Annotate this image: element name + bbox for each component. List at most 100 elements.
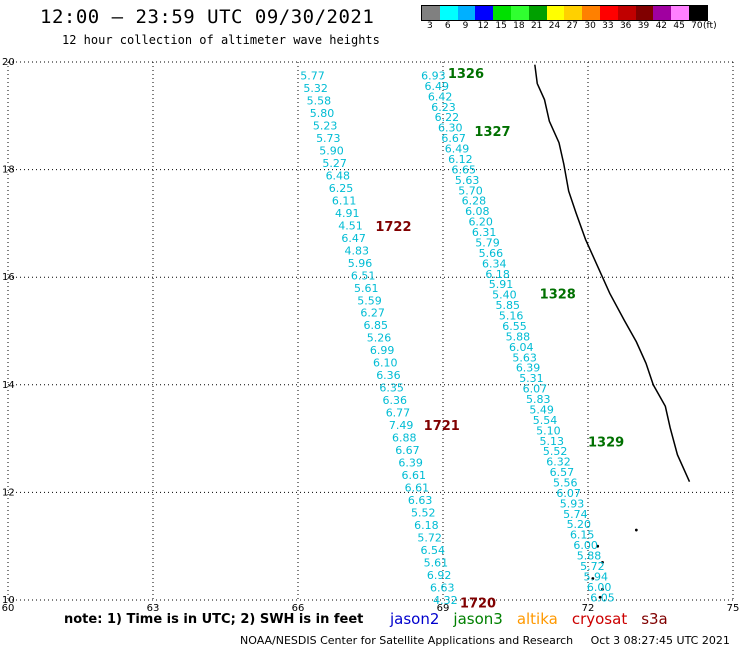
satellite-altika: altika xyxy=(516,610,558,628)
satellite-s3a: s3a xyxy=(641,610,668,628)
wave-height-value: 6.85 xyxy=(364,319,389,332)
wave-height-value: 6.32 xyxy=(546,456,571,469)
island-marker xyxy=(601,587,604,591)
wave-height-value: 6.12 xyxy=(448,153,473,166)
wave-height-value: 6.04 xyxy=(509,341,534,354)
wave-height-value: 6.63 xyxy=(430,582,455,595)
wave-height-value: 5.40 xyxy=(492,289,517,302)
scale-swatch xyxy=(493,6,511,20)
wave-height-value: 6.35 xyxy=(379,382,404,395)
wave-height-value: 6.07 xyxy=(556,487,581,500)
wave-height-value: 7.49 xyxy=(389,419,414,432)
wave-height-value: 6.31 xyxy=(472,226,497,239)
wave-height-value: 5.58 xyxy=(307,94,332,107)
wave-height-value: 5.77 xyxy=(300,69,325,82)
wave-height-value: 5.56 xyxy=(553,477,578,490)
satellite-jason3: jason3 xyxy=(453,610,503,628)
scale-label: 33 xyxy=(602,21,614,31)
wave-height-value: 5.72 xyxy=(417,532,442,545)
y-tick-label: 18 xyxy=(2,165,15,176)
wave-height-value: 5.63 xyxy=(512,351,537,364)
scale-label: 21 xyxy=(530,21,543,31)
wave-height-value: 6.99 xyxy=(370,344,395,357)
scale-label: 70 xyxy=(691,21,703,31)
scale-label: 24 xyxy=(548,21,561,31)
wave-height-value: 6.77 xyxy=(386,407,411,420)
footer-credit: NOAA/NESDIS Center for Satellite Applica… xyxy=(240,634,574,647)
x-tick-label: 69 xyxy=(437,603,450,614)
wave-height-value: 6.25 xyxy=(329,182,354,195)
wave-height-value: 6.49 xyxy=(445,143,470,156)
wave-height-value: 5.96 xyxy=(348,257,373,270)
wave-height-value: 6.08 xyxy=(465,205,490,218)
wave-height-value: 6.10 xyxy=(373,357,398,370)
scale-swatch xyxy=(528,6,547,20)
wave-height-value: 6.34 xyxy=(482,257,507,270)
scale-label: 12 xyxy=(477,21,490,31)
pass-time-label: 1721 xyxy=(424,419,460,434)
y-tick-label: 14 xyxy=(2,380,15,391)
wave-height-value: 6.49 xyxy=(424,80,449,93)
wave-height-value: 6.00 xyxy=(573,539,598,552)
footer-timestamp: Oct 3 08:27:45 UTC 2021 xyxy=(590,634,730,647)
wave-height-value: 6.93 xyxy=(421,69,446,82)
scale-swatch xyxy=(510,6,529,20)
scale-label: 27 xyxy=(566,21,579,31)
wave-height-value: 6.36 xyxy=(376,369,401,382)
wave-height-value: 4.51 xyxy=(338,219,363,232)
coastline xyxy=(534,64,691,482)
pass-time-label: 1329 xyxy=(588,435,624,450)
scale-swatch xyxy=(671,6,689,20)
scale-label: 6 xyxy=(444,21,451,31)
wave-height-value: 5.52 xyxy=(411,507,436,520)
wave-height-value: 6.48 xyxy=(326,169,351,182)
y-tick-label: 16 xyxy=(2,272,15,283)
wave-height-value: 5.31 xyxy=(519,372,544,385)
wave-height-value: 6.65 xyxy=(452,163,477,176)
wave-height-value: 6.15 xyxy=(570,529,595,542)
wave-height-value: 5.91 xyxy=(489,278,514,291)
wave-height-value: 6.11 xyxy=(332,194,357,207)
scale-swatch xyxy=(653,6,672,20)
wave-height-value: 6.28 xyxy=(462,195,487,208)
wave-height-value: 6.55 xyxy=(502,320,527,333)
wave-height-value: 6.67 xyxy=(441,132,466,145)
island-marker xyxy=(591,577,595,580)
wave-height-value: 5.59 xyxy=(357,294,382,307)
wave-height-value: 5.88 xyxy=(577,550,602,563)
wave-height-value: 5.80 xyxy=(310,107,335,120)
wave-height-value: 5.85 xyxy=(496,299,521,312)
satellite-cryosat: cryosat xyxy=(571,610,628,628)
wave-height-value: 5.49 xyxy=(529,403,554,416)
pass-time-label: 1720 xyxy=(460,597,496,612)
scale-label: 39 xyxy=(637,21,650,31)
wave-height-value: 6.30 xyxy=(438,122,463,135)
wave-height-value: 6.88 xyxy=(392,432,417,445)
scale-label: 42 xyxy=(655,21,668,31)
wave-height-value: 5.26 xyxy=(367,332,392,345)
scale-label: 9 xyxy=(462,21,469,31)
scale-swatch xyxy=(457,6,476,20)
wave-height-value: 5.13 xyxy=(540,435,565,448)
wave-height-value: 5.72 xyxy=(580,560,605,573)
pass-time-label: 1327 xyxy=(474,125,510,140)
scale-swatch xyxy=(688,6,707,20)
color-scale-bar xyxy=(421,5,708,21)
scale-label: (ft) xyxy=(703,21,717,31)
note-text: note: 1) Time is in UTC; 2) SWH is in fe… xyxy=(64,612,364,627)
scale-label: 45 xyxy=(673,21,685,31)
scale-label: 3 xyxy=(427,21,433,31)
wave-height-value: 6.42 xyxy=(428,90,453,103)
scale-swatch xyxy=(635,6,654,20)
wave-height-value: 5.90 xyxy=(319,144,344,157)
wave-height-value: 5.16 xyxy=(499,310,524,323)
pass-time-label: 1722 xyxy=(375,220,411,235)
satellite-legend: jason2 jason3 altika cryosat s3a xyxy=(390,610,682,628)
scale-label: 30 xyxy=(584,21,596,31)
satellite-jason2: jason2 xyxy=(390,610,440,628)
scale-label: 15 xyxy=(495,21,507,31)
wave-height-value: 6.18 xyxy=(485,268,510,281)
island-marker xyxy=(596,544,600,548)
wave-height-value: 6.57 xyxy=(550,466,575,479)
island-marker xyxy=(634,528,638,532)
